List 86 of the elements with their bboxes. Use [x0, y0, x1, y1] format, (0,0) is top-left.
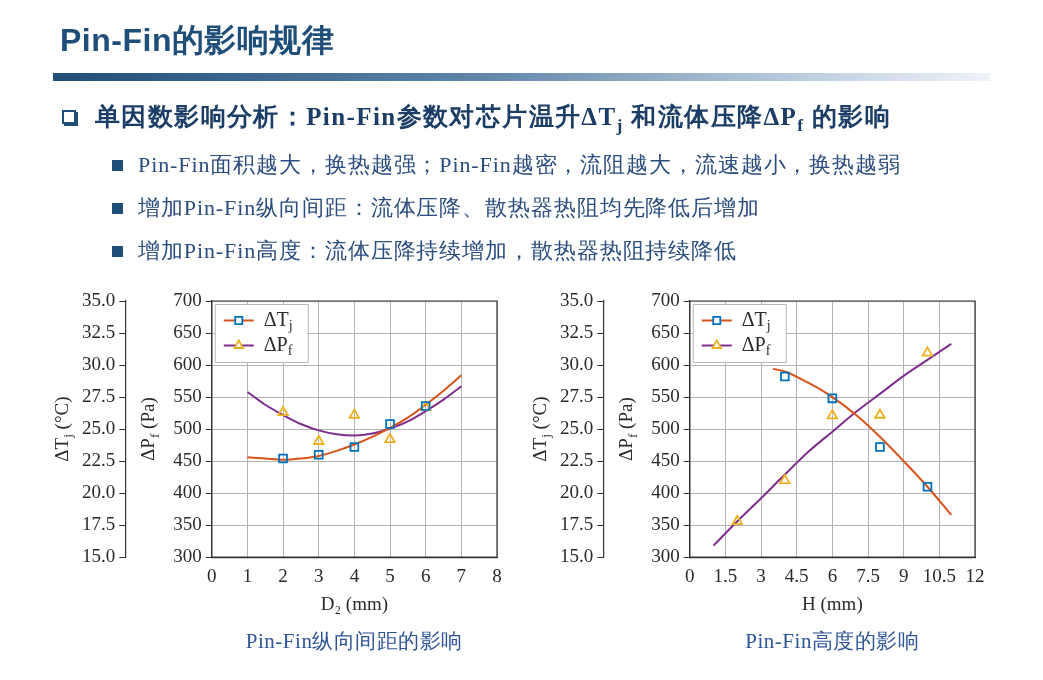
x-tick-label: 1	[242, 564, 253, 586]
x-tick-label: 7.5	[856, 564, 880, 586]
x-tick-label: 6	[420, 564, 431, 586]
y-tick-label: 20.0	[82, 481, 116, 503]
y2-axis-title: ΔPf (Pa)	[615, 397, 640, 461]
text: Pin-Fin高度的影响	[744, 628, 921, 655]
x-tick-label: 12	[965, 564, 985, 586]
x-tick-label: 5	[385, 564, 395, 586]
x-tick-label: 7	[456, 564, 467, 586]
point	[922, 481, 933, 492]
y-tick-label: 20.0	[560, 481, 594, 503]
y2-tick-label: 300	[651, 545, 680, 567]
y-tick-label: 15.0	[560, 545, 594, 567]
x-tick-label: 10.5	[922, 564, 956, 586]
text: 增加Pin-Fin纵向间距：流体压降、散热器热阻均先降低后增加	[138, 194, 760, 222]
x-tick-label: 0	[685, 564, 695, 586]
y-tick-label: 17.5	[82, 513, 116, 535]
point	[875, 442, 885, 452]
text: Pin-Fin纵向间距的影响	[244, 628, 464, 655]
y-tick-label: 15.0	[82, 545, 116, 567]
y2-axis-title: ΔPf (Pa)	[137, 397, 162, 461]
text: 单因数影响分析：Pin-Fin参数对芯片温升ΔT$_{j}$ 和流体压降ΔP$_{f}$ 的影响	[95, 102, 892, 137]
y-tick-label: 35.0	[82, 288, 116, 310]
x-tick-label: 3	[756, 564, 766, 586]
y-tick-label: 22.5	[560, 449, 594, 471]
y2-tick-label: 500	[173, 417, 202, 439]
point	[826, 409, 839, 420]
point	[779, 473, 791, 484]
point	[921, 346, 934, 357]
y2-tick-label: 450	[173, 449, 202, 471]
y2-tick-label: 700	[173, 288, 202, 310]
point	[277, 406, 289, 417]
x-tick-label: 9	[898, 564, 909, 586]
x-tick-label: 2	[278, 564, 288, 586]
point	[384, 432, 396, 443]
x-tick-label: 4.5	[784, 564, 809, 586]
point	[313, 449, 324, 460]
y-tick-label: 30.0	[82, 353, 116, 375]
x-axis-title: D₂ (mm)	[320, 592, 389, 615]
y2-tick-label: 400	[173, 481, 202, 503]
text: Pin-Fin的影响规律	[60, 21, 335, 60]
y-tick-label: 35.0	[560, 288, 594, 310]
x-tick-label: 8	[492, 564, 502, 586]
y-tick-label: 22.5	[82, 449, 116, 471]
y2-tick-label: 650	[173, 321, 202, 343]
y2-tick-label: 550	[651, 385, 680, 407]
line-series	[771, 367, 953, 516]
y2-tick-label: 650	[651, 321, 680, 343]
y-tick-label: 30.0	[560, 353, 594, 375]
point	[780, 371, 790, 382]
y-tick-label: 32.5	[82, 321, 116, 343]
point	[731, 514, 743, 525]
x-tick-label: 1.5	[713, 564, 738, 586]
y2-tick-label: 300	[173, 545, 202, 567]
y2-tick-label: 600	[173, 353, 202, 375]
y-tick-label: 17.5	[560, 513, 594, 535]
y-tick-label: 32.5	[560, 321, 594, 343]
x-tick-label: 0	[207, 564, 217, 586]
y2-tick-label: 600	[651, 353, 680, 375]
y-tick-label: 25.0	[82, 417, 116, 439]
y-tick-label: 25.0	[560, 417, 594, 439]
text: Pin-Fin面积越大，换热越强；Pin-Fin越密，流阻越大，流速越小，换热越弱	[138, 151, 901, 179]
y-axis-title: ΔTj (°C)	[528, 396, 554, 462]
point	[874, 408, 886, 419]
y-tick-label: 27.5	[560, 385, 594, 407]
y2-tick-label: 450	[651, 449, 680, 471]
point	[348, 408, 361, 419]
y-axis-title: ΔTj (°C)	[50, 396, 76, 462]
y2-tick-label: 500	[651, 417, 680, 439]
point	[313, 434, 325, 445]
y2-tick-label: 550	[173, 385, 202, 407]
point	[827, 393, 838, 404]
x-tick-label: 4	[349, 564, 360, 586]
point	[349, 442, 360, 452]
x-tick-label: 6	[827, 564, 838, 586]
point	[278, 453, 288, 464]
y-tick-label: 27.5	[82, 385, 116, 407]
y2-tick-label: 700	[651, 288, 680, 310]
x-axis-title: H (mm)	[802, 592, 863, 615]
y2-tick-label: 350	[651, 513, 680, 535]
point	[385, 419, 395, 429]
y2-tick-label: 400	[651, 481, 680, 503]
line-series	[246, 385, 463, 437]
text: 增加Pin-Fin高度：流体压降持续增加，散热器热阻持续降低	[138, 237, 738, 265]
y2-tick-label: 350	[173, 513, 202, 535]
x-tick-label: 3	[313, 564, 324, 586]
